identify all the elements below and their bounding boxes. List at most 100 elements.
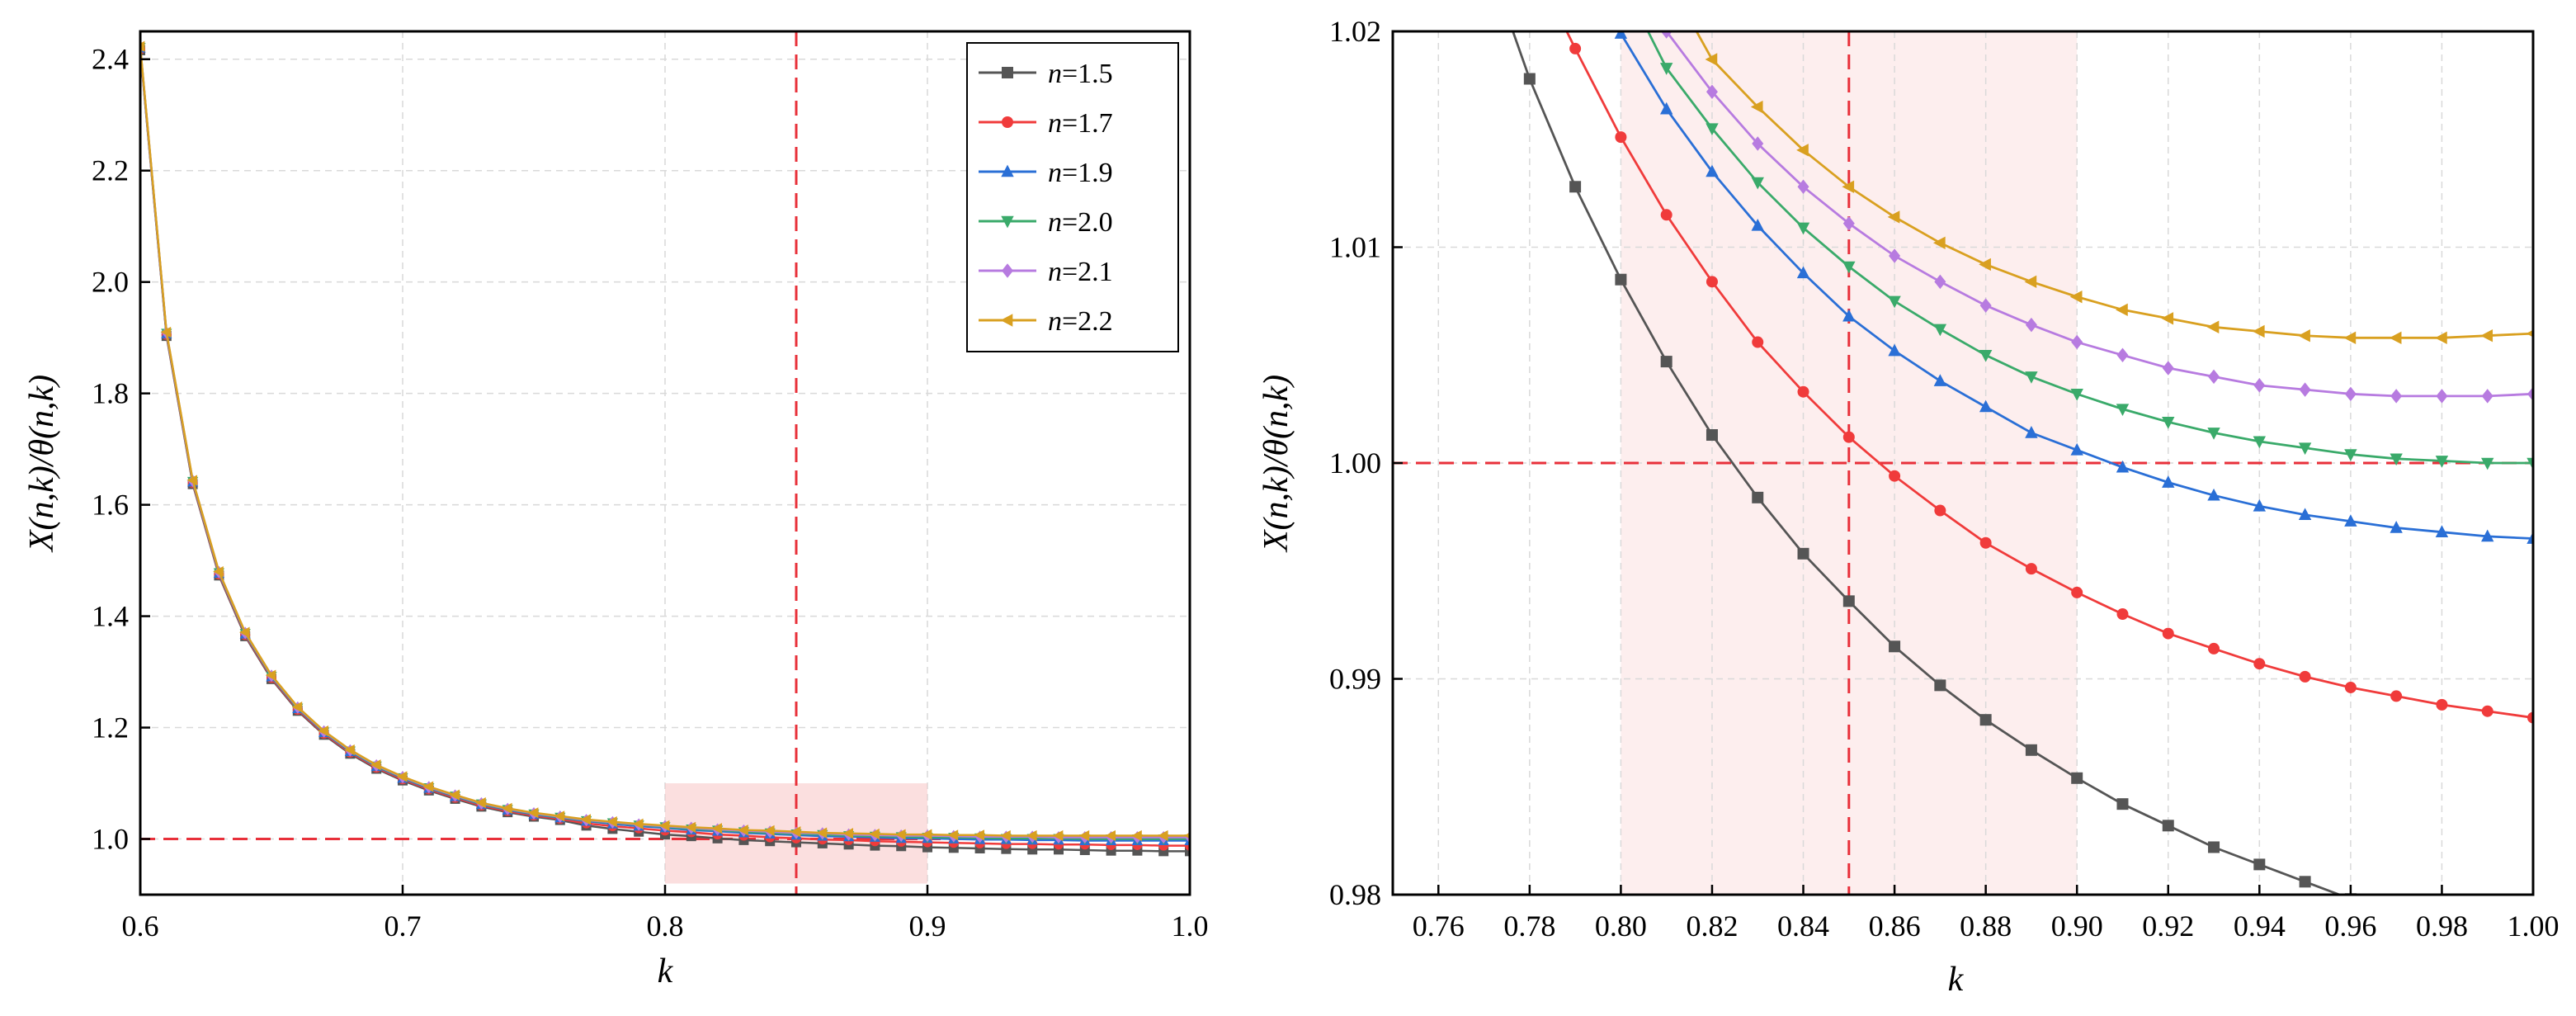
right-point [2116, 460, 2130, 473]
right-point [1842, 309, 1856, 322]
right-point [2071, 772, 2083, 784]
legend-item-n=1.7: n=1.7 [979, 108, 1113, 139]
legend-label: n=1.5 [1048, 59, 1113, 89]
right-point [1660, 209, 1673, 221]
right-point [2390, 521, 2403, 533]
right-point [1979, 258, 1991, 272]
left-panel: 0.6 0.7 0.8 0.9 1.01.01.21.41.61.82.02.22.4 … [23, 30, 1209, 990]
legend-marker [1001, 215, 1014, 229]
right-point [2025, 425, 2038, 438]
right-point [1842, 595, 1855, 607]
right-point [2162, 361, 2174, 376]
left-point [711, 823, 722, 834]
right-point [1842, 261, 1856, 274]
right-point [1934, 679, 1946, 692]
right-point [2116, 303, 2128, 317]
right-series-n=2.1 [1660, 31, 2533, 404]
right-point [2480, 329, 2493, 343]
right-x-tick-label: 0.82 [1686, 910, 1738, 943]
right-point [2208, 369, 2220, 385]
right-point [1751, 177, 1764, 190]
right-series-n=2.2 [1695, 31, 2533, 345]
left-point [895, 829, 906, 840]
left-point [633, 818, 644, 829]
right-point [1659, 63, 1673, 75]
right-point [1706, 276, 1718, 288]
right-point [1569, 181, 1582, 193]
right-point [2025, 563, 2037, 575]
right-panel: 0.76 0.78 0.80 0.82 0.84 0.86 0.88 0.90 0.92 0.94… [1257, 15, 2559, 999]
left-point [265, 669, 276, 681]
right-point [1797, 179, 1809, 195]
right-point [2343, 331, 2357, 345]
right-point [1615, 273, 1627, 286]
right-point [2299, 670, 2311, 683]
left-point [790, 826, 801, 838]
right-point [1934, 504, 1946, 517]
legend-label: n=2.1 [1048, 257, 1113, 287]
left-series-n=2.2 [140, 40, 1190, 842]
right-point [1569, 42, 1582, 54]
left-y-tick-label: 1.4 [92, 600, 129, 633]
left-series-group [140, 40, 1190, 857]
right-point [2344, 681, 2357, 693]
right-point [2024, 275, 2037, 289]
right-point [2526, 457, 2533, 470]
right-x-tick-label: 0.84 [1777, 910, 1829, 943]
left-x-tick-label: 0.7 [385, 910, 422, 943]
right-point [2253, 499, 2267, 512]
legend-marker [1001, 164, 1014, 177]
legend-marker [1002, 116, 1013, 128]
left-point [344, 744, 355, 756]
right-point [2526, 329, 2533, 338]
right-point [1796, 144, 1809, 157]
right-x-tick-label: 0.94 [2234, 910, 2286, 943]
left-y-tick-label: 2.0 [92, 266, 129, 299]
legend-item-n=2.1: n=2.1 [979, 257, 1113, 287]
left-point [1185, 846, 1190, 857]
left-point [974, 829, 984, 841]
left-point [160, 326, 172, 338]
right-x-tick-label: 0.96 [2324, 910, 2376, 943]
left-y-tick-label: 1.8 [92, 377, 129, 410]
right-point [1979, 399, 1993, 413]
right-point [1751, 218, 1764, 231]
right-point [1752, 136, 1764, 151]
right-point [1706, 429, 1718, 442]
right-point [1979, 536, 1992, 549]
right-point [2162, 417, 2175, 429]
legend-label: n=2.0 [1048, 207, 1113, 238]
legend-label: n=1.7 [1048, 108, 1113, 139]
left-point [422, 781, 434, 792]
right-y-tick-label: 0.99 [1329, 663, 1381, 696]
legend-label: n=2.2 [1048, 306, 1113, 337]
right-point [2527, 386, 2533, 402]
left-y-axis-title: X(n,k)/θ(n,k) [23, 375, 61, 553]
right-series-line [1646, 31, 2533, 465]
right-x-tick-label: 0.76 [1413, 910, 1465, 943]
right-point [2071, 334, 2083, 350]
right-y-tick-label: 1.02 [1329, 15, 1381, 48]
right-x-tick-label: 0.86 [1869, 910, 1921, 943]
left-point [947, 829, 959, 841]
right-series-line [1565, 31, 2533, 719]
right-point [1796, 266, 1810, 279]
right-point [2481, 457, 2494, 470]
right-point [2207, 428, 2220, 440]
right-point [2435, 525, 2449, 537]
left-point [396, 771, 408, 782]
legend-item-n=1.5: n=1.5 [979, 59, 1113, 89]
right-x-tick-label: 1.00 [2508, 910, 2559, 943]
right-y-tick-label: 1.01 [1329, 231, 1381, 264]
right-point [2344, 514, 2357, 527]
left-point [658, 820, 670, 831]
left-y-tick-label: 1.0 [92, 823, 129, 856]
right-point [2481, 705, 2493, 717]
left-point [948, 843, 959, 853]
right-series-line [1665, 31, 2533, 398]
right-point [2208, 841, 2220, 853]
legend-label: n=1.9 [1048, 158, 1113, 188]
left-point [1052, 829, 1064, 842]
right-point [1888, 295, 1901, 309]
right-point [2070, 442, 2083, 456]
